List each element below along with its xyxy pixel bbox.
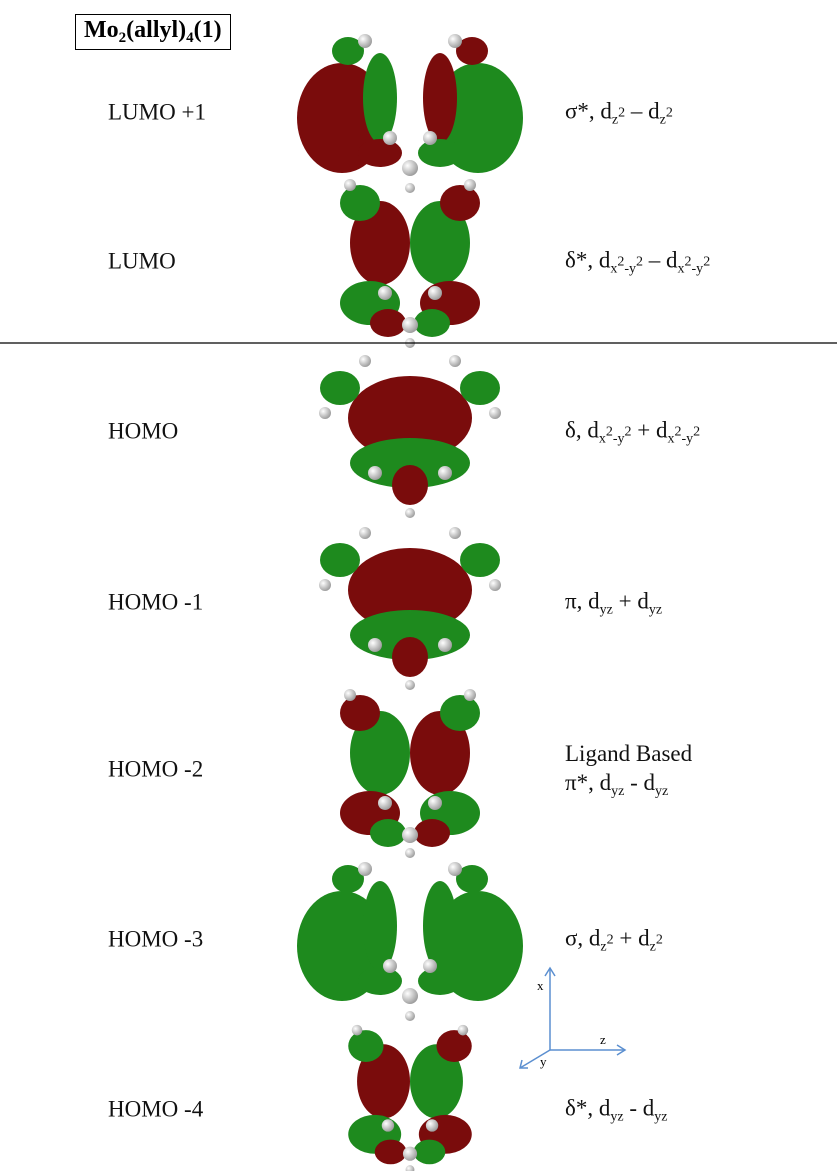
orbital-name: HOMO -3 (108, 926, 203, 955)
superscript: 2 (675, 424, 682, 439)
orbital-description: σ*, dz2 – dz2 (565, 97, 673, 129)
subscript: 4 (186, 30, 194, 46)
superscript: 2 (666, 105, 673, 120)
text: Mo (84, 17, 119, 43)
description-line: π*, dyz - dyz (565, 769, 692, 801)
description-line: δ, dx2-y2 + dx2-y2 (565, 416, 700, 448)
orbital-name: HOMO (108, 418, 178, 447)
orbital (319, 355, 501, 518)
subscript: -y (624, 261, 636, 276)
subscript: -y (692, 261, 704, 276)
text: - d (624, 1095, 655, 1120)
text: π*, d (565, 770, 611, 795)
orbital-description: σ, dz2 + dz2 (565, 924, 663, 956)
orbital-description: δ, dx2-y2 + dx2-y2 (565, 416, 700, 448)
orbital-name: LUMO +1 (108, 99, 206, 128)
orbital-description: δ*, dx2-y2 – dx2-y2 (565, 246, 710, 278)
text: π, d (565, 588, 600, 613)
text: - d (624, 770, 655, 795)
axes-icon (520, 968, 625, 1068)
superscript: 2 (703, 254, 710, 269)
text: – d (625, 98, 660, 123)
superscript: 2 (625, 424, 632, 439)
orbital-name: LUMO (108, 248, 176, 277)
subscript: yz (655, 784, 668, 799)
text: δ, d (565, 417, 599, 442)
text: Ligand Based (565, 741, 692, 766)
subscript: yz (600, 602, 613, 617)
description-line: δ*, dx2-y2 – dx2-y2 (565, 246, 710, 278)
description-line: σ, dz2 + dz2 (565, 924, 663, 956)
text: σ*, d (565, 98, 612, 123)
axis-label: y (540, 1054, 547, 1069)
text: (1) (194, 17, 222, 43)
orbital-name: HOMO -4 (108, 1096, 203, 1125)
superscript: 2 (693, 424, 700, 439)
text: σ, d (565, 925, 600, 950)
superscript: 2 (656, 932, 663, 947)
description-line: Ligand Based (565, 740, 692, 769)
superscript: 2 (607, 932, 614, 947)
orbital (348, 1025, 472, 1171)
description-line: σ*, dz2 – dz2 (565, 97, 673, 129)
title: Mo2(allyl)4(1) (75, 14, 231, 50)
description-line: π, dyz + dyz (565, 587, 662, 619)
superscript: 2 (685, 254, 692, 269)
subscript: yz (610, 1109, 623, 1124)
subscript: yz (654, 1109, 667, 1124)
subscript: x (678, 261, 685, 276)
text: – d (643, 247, 678, 272)
axis-label: z (600, 1032, 606, 1047)
subscript: yz (611, 784, 624, 799)
superscript: 2 (606, 424, 613, 439)
figure: x z y Mo2(allyl)4(1) LUMO +1σ*, dz2 – dz… (0, 0, 837, 1171)
text: + d (614, 925, 650, 950)
text: δ*, d (565, 1095, 610, 1120)
orbital (340, 689, 480, 858)
orbital (340, 179, 480, 348)
text: δ*, d (565, 247, 610, 272)
subscript: -y (613, 431, 625, 446)
axis-label: x (537, 978, 544, 993)
orbital-name: HOMO -1 (108, 589, 203, 618)
text: (allyl) (126, 17, 186, 43)
orbital-description: π, dyz + dyz (565, 587, 662, 619)
text: + d (613, 588, 649, 613)
orbital-description: δ*, dyz - dyz (565, 1094, 667, 1126)
orbital (319, 527, 501, 690)
orbital (297, 862, 523, 1021)
orbital (297, 34, 523, 193)
superscript: 2 (636, 254, 643, 269)
description-line: δ*, dyz - dyz (565, 1094, 667, 1126)
orbital-name: HOMO -2 (108, 756, 203, 785)
drawing: x z y (0, 0, 837, 1171)
text: + d (632, 417, 668, 442)
subscript: yz (649, 602, 662, 617)
subscript: -y (682, 431, 694, 446)
subscript: x (668, 431, 675, 446)
subscript: x (599, 431, 606, 446)
